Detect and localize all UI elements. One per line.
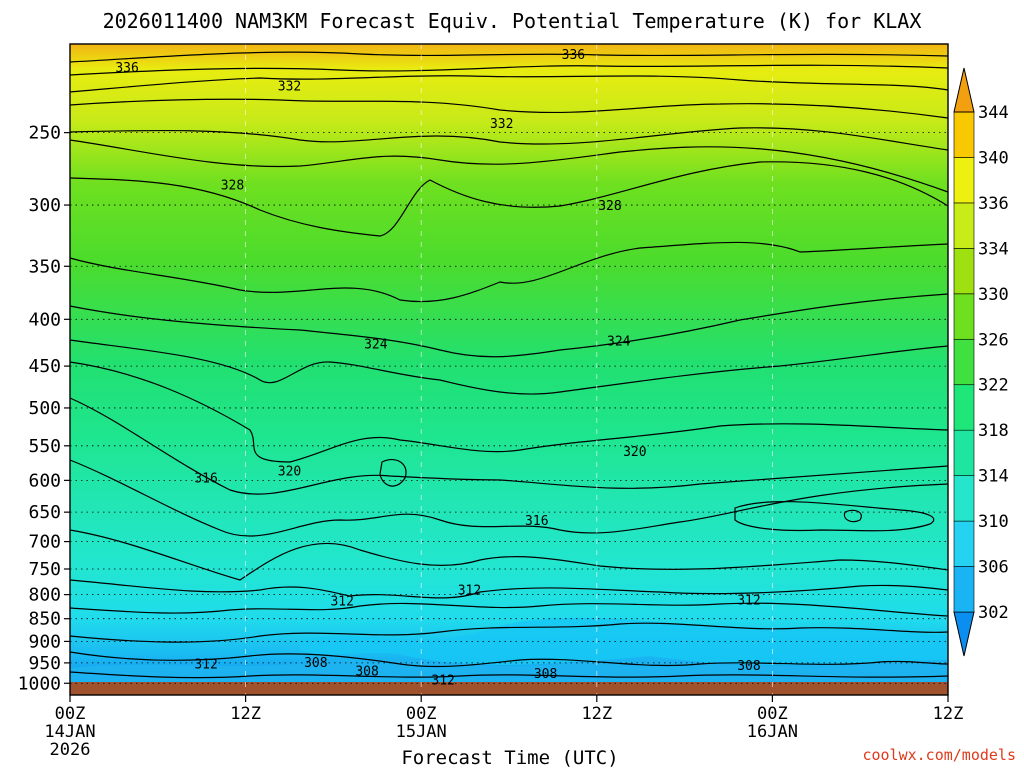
contour-label-4: 328: [221, 179, 244, 194]
colorbar-band-314: [953, 429, 975, 476]
colorbar: 302 306 310 314 318 322 326 330 334 336 340 344: [953, 67, 1009, 657]
x-tick-label-0-3: 2026: [50, 740, 91, 760]
contour-label-3: 332: [490, 117, 513, 132]
contour-label-18: 308: [355, 664, 378, 679]
contour-label-14: 312: [737, 594, 760, 609]
colorbar-band-340: [953, 111, 975, 158]
x-tick-label-3-1: 12Z: [581, 704, 612, 724]
contour-label-8: 320: [278, 464, 301, 479]
cool-pocket-surface: [70, 659, 948, 682]
contour-label-20: 308: [737, 659, 760, 674]
colorbar-band-318: [953, 384, 975, 431]
colorbar-label-310: 310: [978, 512, 1009, 532]
y-tick-label-600: 600: [28, 470, 61, 491]
colorbar-label-330: 330: [978, 285, 1009, 305]
x-tick-label-0-1: 00Z: [55, 704, 86, 724]
colorbar-band-330: [953, 248, 975, 295]
colorbar-band-334: [953, 202, 975, 249]
y-tick-label-950: 950: [28, 653, 61, 674]
colorbar-band-306: [953, 520, 975, 567]
contour-label-2: 332: [278, 79, 301, 94]
y-axis: 2503003504004505005506006507007508008509…: [18, 123, 70, 694]
contour-label-17: 308: [304, 656, 327, 671]
y-tick-label-650: 650: [28, 502, 61, 523]
colorbar-label-326: 326: [978, 330, 1009, 350]
contour-label-10: 316: [194, 472, 217, 487]
contour-label-6: 324: [364, 337, 388, 352]
x-tick-label-5-1: 12Z: [933, 704, 964, 724]
contour-label-7: 324: [607, 335, 631, 350]
contour-lobe-west: [379, 458, 407, 487]
contour-label-9: 320: [623, 445, 646, 460]
colorbar-over: [953, 67, 975, 113]
contour-label-16: 312: [431, 673, 454, 688]
y-tick-label-450: 450: [28, 356, 61, 377]
contour-lines: [69, 51, 949, 679]
contour-label-12: 312: [330, 595, 353, 610]
y-tick-label-500: 500: [28, 398, 61, 419]
colorbar-label-340: 340: [978, 148, 1009, 168]
y-tick-label-750: 750: [28, 559, 61, 580]
y-tick-label-1000: 1000: [18, 673, 61, 694]
colorbar-label-334: 334: [978, 239, 1009, 259]
x-tick-label-4-1: 00Z: [757, 704, 788, 724]
cool-pocket-center: [300, 617, 948, 665]
colorbar-label-306: 306: [978, 558, 1009, 578]
x-tick-label-4-2: 16JAN: [747, 722, 798, 742]
y-tick-label-400: 400: [28, 309, 61, 330]
colorbar-label-336: 336: [978, 194, 1009, 214]
colorbar-band-310: [953, 475, 975, 522]
colorbar-band-302: [953, 566, 975, 613]
contour-lobe-320: [734, 501, 935, 532]
y-tick-label-800: 800: [28, 585, 61, 606]
y-tick-label-550: 550: [28, 436, 61, 457]
contour-label-15: 312: [194, 658, 217, 673]
y-tick-label-250: 250: [28, 123, 61, 144]
y-tick-label-300: 300: [28, 195, 61, 216]
colorbar-under: [953, 611, 975, 657]
y-tick-label-900: 900: [28, 631, 61, 652]
colorbar-label-318: 318: [978, 421, 1009, 441]
contour-lobe-small: [843, 509, 862, 523]
x-axis-label: Forecast Time (UTC): [401, 747, 618, 768]
y-tick-label-350: 350: [28, 256, 61, 277]
colorbar-band-326: [953, 293, 975, 340]
vertical-gridlines: [245, 44, 773, 695]
plot-area: 336 336 332 332 328 328 324 324 320 320 316 316 312 3…: [69, 43, 949, 696]
colorbar-label-322: 322: [978, 376, 1009, 396]
plot-frame: [69, 43, 949, 696]
contour-label-19: 308: [534, 667, 557, 682]
colorbar-band-336: [953, 157, 975, 204]
x-tick-label-1-1: 12Z: [230, 704, 261, 724]
x-tick-label-2-2: 15JAN: [396, 722, 447, 742]
y-tick-label-700: 700: [28, 532, 61, 553]
horizontal-gridlines: [70, 132, 948, 684]
y-tick-label-850: 850: [28, 609, 61, 630]
colorbar-label-344: 344: [978, 103, 1009, 123]
contour-label-0: 336: [115, 61, 138, 76]
colorbar-label-302: 302: [978, 603, 1009, 623]
contour-label-11: 316: [525, 514, 548, 529]
contour-label-1: 336: [562, 48, 585, 63]
ground-strip: [70, 682, 948, 695]
contour-label-5: 328: [598, 199, 621, 214]
x-tick-label-0-2: 14JAN: [44, 722, 95, 742]
watermark: coolwx.com/models: [862, 746, 1016, 764]
chart-title: 2026011400 NAM3KM Forecast Equiv. Potent…: [103, 9, 922, 33]
theta-e-field: [70, 44, 948, 682]
colorbar-band-322: [953, 338, 975, 386]
colorbar-label-314: 314: [978, 467, 1009, 487]
x-tick-label-2-1: 00Z: [406, 704, 437, 724]
contour-label-13: 312: [458, 584, 481, 599]
contour-labels: 336 336 332 332 328 328 324 324 320 320 316 316 312 3…: [115, 48, 760, 688]
